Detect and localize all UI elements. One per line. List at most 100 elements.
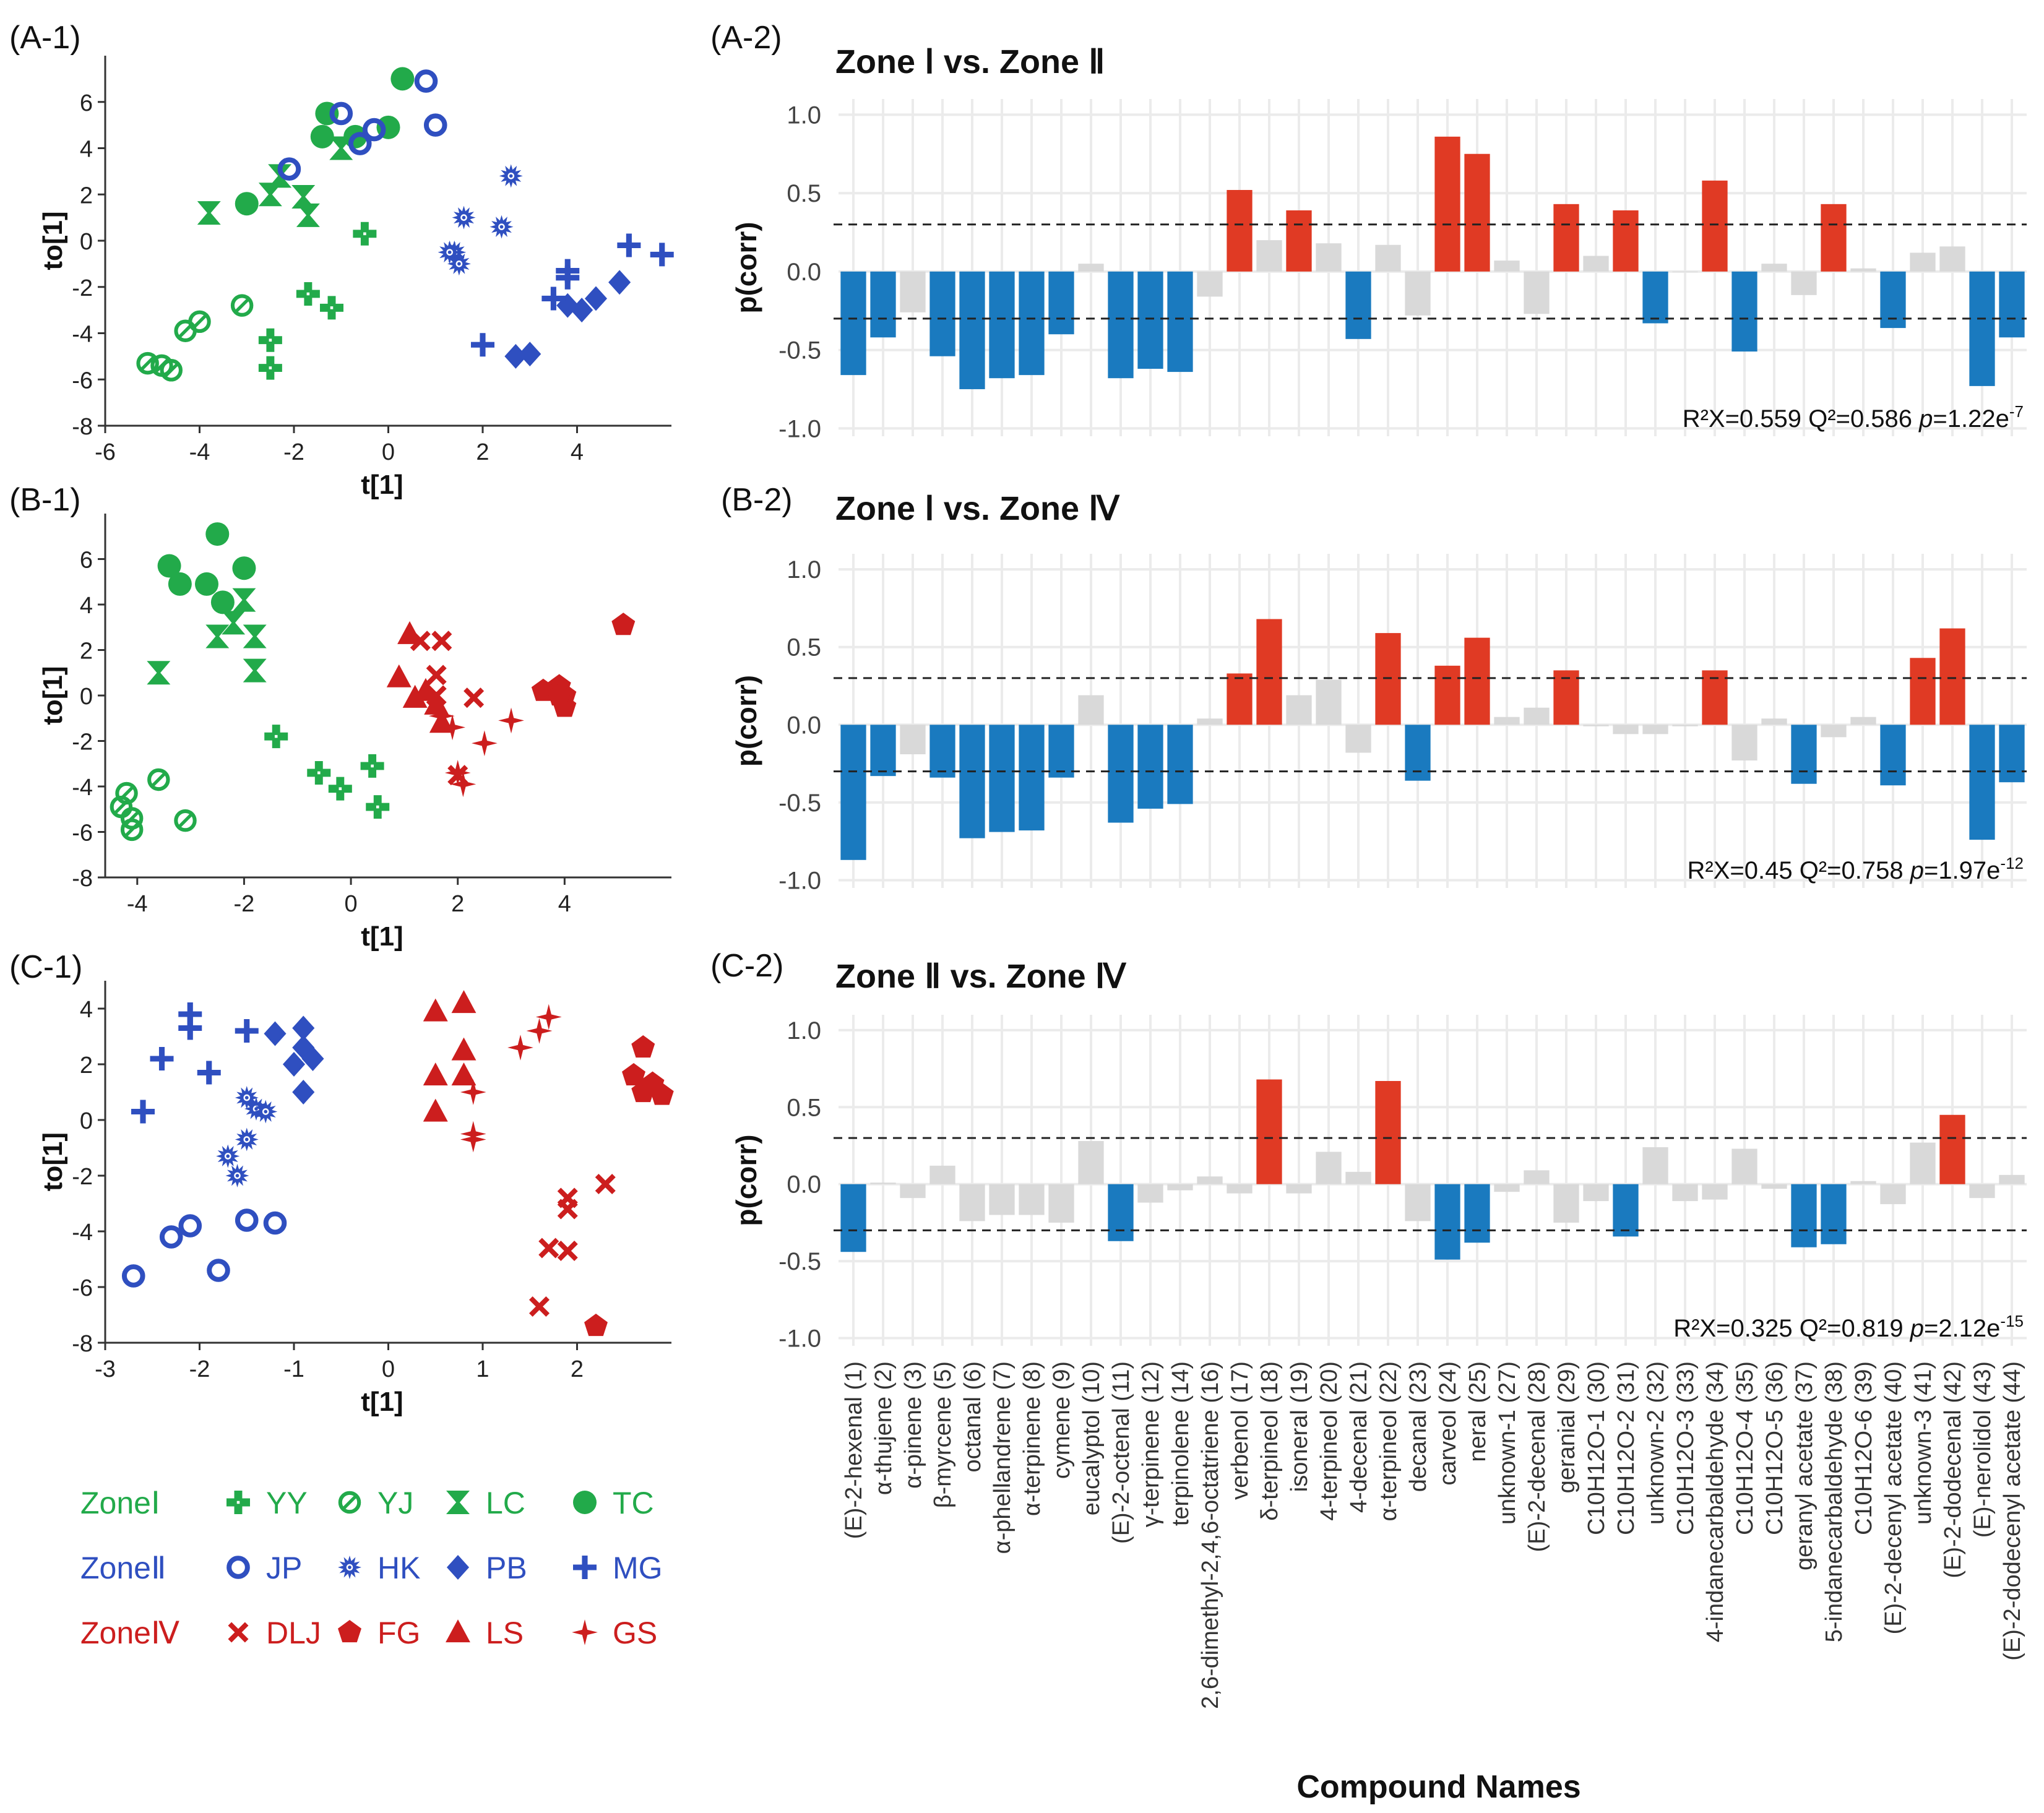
bar-C2-34 <box>1821 1184 1847 1244</box>
bar-B2-29 <box>1672 725 1698 726</box>
point-A1-MG-part <box>541 286 566 311</box>
bar-A2-16 <box>1286 210 1312 272</box>
legend-label-MG: MG <box>613 1551 663 1585</box>
point-B1-TC-part <box>205 522 230 546</box>
bar-B2-36 <box>1880 725 1906 786</box>
point-B1-LC-part <box>243 658 267 683</box>
bar-B2-3 <box>900 725 926 754</box>
legend-label-FG: FG <box>377 1616 420 1650</box>
compound-label-19: α-terpineol (22) <box>1376 1361 1402 1522</box>
y-tick-label-C1: 0 <box>80 1108 93 1134</box>
point-B1-LC <box>222 611 246 635</box>
legend-marker-TC-part <box>573 1491 597 1514</box>
bar-B2-4 <box>929 725 955 778</box>
point-B1-FG <box>547 683 571 706</box>
x-tick-label-A1: -2 <box>283 439 304 465</box>
point-B1-LC <box>147 661 171 685</box>
compound-label-7: α-terpinene (8) <box>1019 1361 1045 1516</box>
bar-C2-17 <box>1316 1152 1342 1184</box>
point-B1-TC <box>157 554 181 578</box>
x-tick-label-C1: -2 <box>189 1356 210 1382</box>
point-A1-YJ <box>174 319 197 343</box>
point-C1-MG-part <box>178 1002 202 1026</box>
bar-C2-30 <box>1702 1184 1728 1200</box>
compound-label-36: (E)-2-decenyl acetate (40) <box>1881 1361 1907 1634</box>
bar-C2-26 <box>1583 1184 1609 1202</box>
bar-C2-4 <box>929 1165 955 1184</box>
point-A1-JP <box>423 113 447 137</box>
bar-A2-38 <box>1939 246 1965 272</box>
point-B1-LS-part <box>386 664 412 687</box>
point-B1-TC-part <box>232 556 256 580</box>
point-B1-GS <box>444 760 471 786</box>
point-A1-TC-part <box>310 124 334 149</box>
point-B1-FG-part <box>611 613 636 635</box>
point-C1-PB <box>292 1015 315 1041</box>
point-B1-YY-part <box>371 764 374 768</box>
bar-B2-7 <box>1019 725 1045 831</box>
point-A1-LC <box>291 184 316 209</box>
y-axis-title-A2: p(corr) <box>730 222 762 313</box>
bar-A2-3 <box>900 271 926 312</box>
bar-C2-33 <box>1791 1184 1817 1247</box>
point-C1-HK <box>216 1144 240 1168</box>
point-B1-FG-part <box>547 683 571 706</box>
point-C1-LS-part <box>451 1062 477 1086</box>
panel-label-A1: (A-1) <box>9 20 81 56</box>
point-C1-MG <box>197 1061 221 1085</box>
bar-A2-25 <box>1553 204 1579 272</box>
point-A1-LC <box>258 183 282 207</box>
y-tick-label-C1: -4 <box>72 1220 93 1246</box>
point-B1-YY-part <box>339 787 342 790</box>
point-B1-TC <box>232 556 256 580</box>
point-A1-JP-part <box>423 113 447 137</box>
point-B1-YY <box>264 725 288 749</box>
point-A1-TC <box>390 67 415 91</box>
stats-part-B2: -12 <box>2000 854 2024 872</box>
point-B1-DLJ <box>431 631 452 652</box>
point-C1-MG <box>150 1047 174 1070</box>
point-A1-MG <box>541 286 566 311</box>
panel-title-C2: Zone Ⅱ vs. Zone Ⅳ <box>835 958 1127 995</box>
bar-A2-32 <box>1761 264 1787 272</box>
bar-C2-27 <box>1613 1184 1639 1237</box>
point-C1-JP <box>235 1208 259 1232</box>
point-B1-LC-part <box>222 611 246 635</box>
point-C1-JP <box>159 1225 183 1249</box>
panel-title-A2: Zone Ⅰ vs. Zone Ⅱ <box>835 43 1105 80</box>
bar-C2-22 <box>1464 1184 1490 1243</box>
panel-title-B2: Zone Ⅰ vs. Zone Ⅳ <box>835 490 1120 527</box>
point-B1-TC <box>195 572 219 596</box>
x-tick-label-B1: 0 <box>345 891 358 917</box>
y-tick-label-B1: 0 <box>80 684 93 710</box>
point-C1-JP-part <box>159 1225 183 1249</box>
bar-A2-20 <box>1405 271 1431 316</box>
legend-marker-YJ <box>338 1491 361 1514</box>
legend-label-TC: TC <box>613 1486 654 1520</box>
y-tick-label-A1: 2 <box>80 183 93 209</box>
point-B1-LS <box>386 664 412 687</box>
bar-A2-4 <box>929 271 955 356</box>
y-tick-label-C1: -6 <box>72 1275 93 1301</box>
point-C1-MG <box>178 1002 202 1026</box>
bar-C2-16 <box>1286 1184 1312 1194</box>
compound-label-21: carveol (24) <box>1435 1361 1461 1486</box>
point-C1-LS-part <box>423 998 448 1022</box>
point-C1-GS <box>507 1035 533 1061</box>
legend-marker-YJ-part <box>338 1491 361 1514</box>
point-B1-GS-part <box>471 730 498 757</box>
point-C1-FG <box>622 1063 645 1086</box>
y-tick-label-B2: 0.0 <box>787 712 821 739</box>
point-C1-LS <box>451 990 477 1014</box>
bar-A2-37 <box>1910 252 1936 272</box>
bar-B2-23 <box>1494 717 1520 725</box>
compound-label-18: 4-decenal (21) <box>1346 1361 1372 1513</box>
legend-zone-3: ZoneⅣ <box>80 1616 179 1650</box>
point-C1-LS <box>451 1062 477 1086</box>
point-B1-YJ-part <box>178 812 193 829</box>
compound-label-25: geranial (29) <box>1554 1361 1580 1493</box>
point-A1-JP <box>329 101 353 126</box>
point-C1-LS-part <box>451 1037 477 1061</box>
bar-B2-27 <box>1613 725 1639 734</box>
